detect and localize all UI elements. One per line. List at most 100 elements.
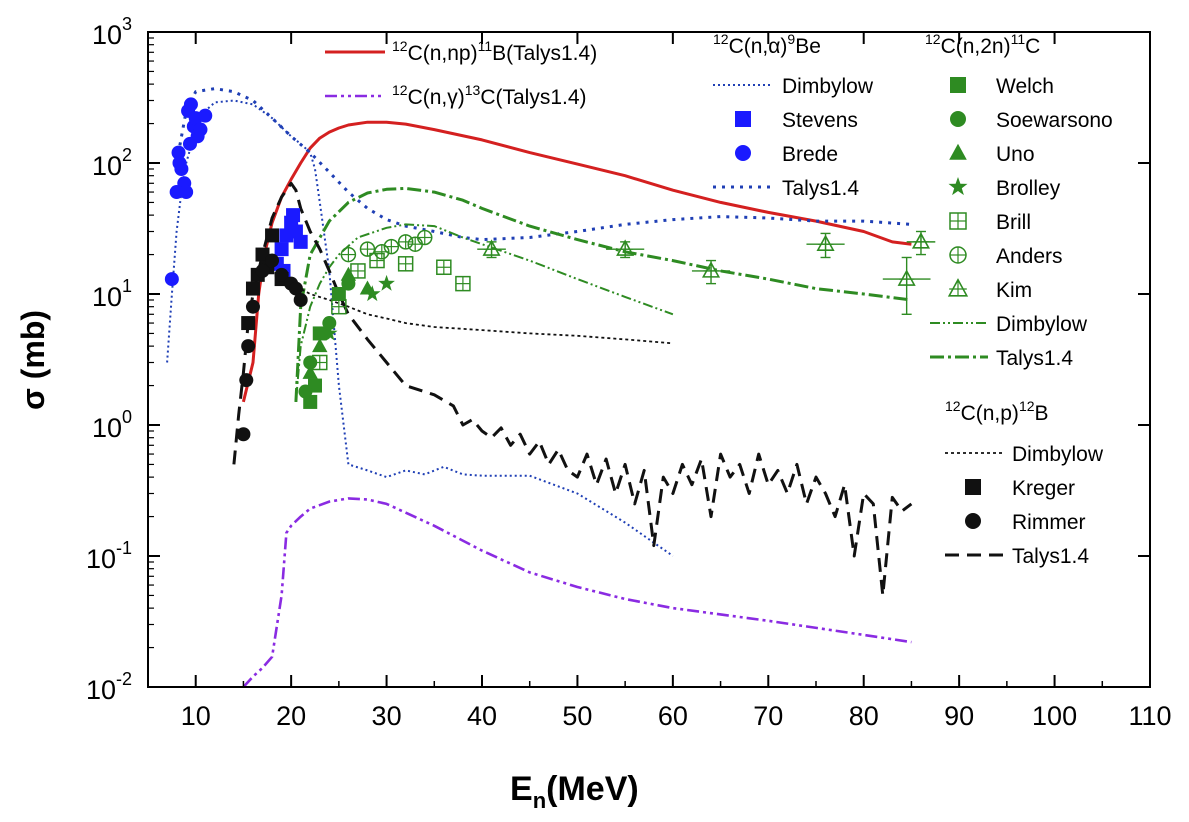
legend-label: Talys1.4 (782, 177, 859, 200)
series-points-rimmer (236, 253, 308, 442)
legend-label: Stevens (782, 109, 858, 132)
data-point-soewarsono (298, 384, 313, 399)
data-point-rimmer (274, 267, 289, 282)
data-point-brede (183, 97, 198, 112)
data-point-rimmer (245, 299, 260, 314)
x-tick-label: 20 (276, 701, 306, 731)
x-axis-title: En(MeV) (510, 770, 639, 813)
x-tick-label: 60 (658, 701, 688, 731)
series-line-alpha-dimbylow (166, 99, 674, 557)
series-line-p-dimbylow (290, 282, 673, 345)
legend-label: Soewarsono (996, 109, 1113, 132)
y-tick-label: 103 (92, 14, 132, 50)
data-point-stevens (274, 242, 289, 257)
legend-2n-header: 12C(n,2n)11C (925, 31, 1040, 58)
legend-label: Brolley (996, 177, 1061, 200)
y-axis-title: σ (mb) (15, 310, 51, 410)
x-tick-label: 100 (1032, 701, 1077, 731)
legend-label: Kreger (1012, 477, 1075, 500)
data-point-brede (198, 108, 213, 123)
legend-marker (965, 513, 981, 529)
legend-marker (735, 145, 751, 161)
y-tick-label: 100 (92, 407, 132, 443)
legend-gamma-label: 12C(n,γ)13C(Talys1.4) (392, 82, 587, 109)
x-tick-label: 50 (562, 701, 592, 731)
plot-frame (147, 31, 1151, 688)
series-layer (166, 87, 913, 688)
legend-label: Rimmer (1012, 511, 1086, 534)
data-point-rimmer (293, 292, 308, 307)
data-point-brede (171, 145, 186, 160)
data-point-uno (340, 266, 357, 281)
legend-label: Dimbylow (996, 313, 1088, 336)
series-points-brolley (321, 274, 395, 341)
data-point-soewarsono (322, 316, 337, 331)
legend-marker (965, 479, 981, 495)
series-line-p-talys1-4 (232, 181, 913, 597)
x-tick-label: 70 (753, 701, 783, 731)
legend-label: Dimbylow (782, 75, 874, 98)
y-tick-label: 10-2 (86, 669, 132, 705)
x-tick-label: 80 (849, 701, 879, 731)
data-point-rimmer (241, 339, 256, 354)
data-point-rimmer (288, 281, 303, 296)
data-point-brolley (378, 274, 395, 291)
data-point-stevens (286, 208, 301, 223)
series-points-brede (164, 97, 213, 287)
series-line-2n-dimbylow (294, 223, 674, 402)
data-point-rimmer (255, 263, 270, 278)
series-points-brill (312, 252, 471, 371)
x-tick-label: 110 (1128, 701, 1171, 731)
data-point-soewarsono (303, 355, 318, 370)
legend-label: Brede (782, 143, 838, 166)
markers-layer (164, 97, 936, 442)
legend-label: Talys1.4 (1012, 545, 1089, 568)
legend-label: Welch (996, 75, 1054, 98)
data-point-brede (193, 122, 208, 137)
data-point-kreger (245, 281, 260, 296)
series-line-gamma-talys1-4 (242, 497, 912, 688)
data-point-uno (312, 338, 328, 353)
data-point-rimmer (236, 427, 251, 442)
series-points-kim (477, 230, 936, 315)
data-point-stevens (293, 234, 308, 249)
x-tick-label: 40 (467, 701, 497, 731)
data-point-rimmer (265, 253, 280, 268)
x-tick-label: 90 (944, 701, 974, 731)
data-point-brede (182, 136, 197, 151)
legend-label: Brill (996, 211, 1031, 234)
legend-np-label: 12C(n,np)11B(Talys1.4) (392, 38, 597, 65)
legend-marker (949, 143, 967, 160)
data-point-rimmer (239, 373, 254, 388)
data-point-uno (302, 364, 318, 379)
legend-label: Talys1.4 (996, 347, 1073, 370)
legend-alpha-header: 12C(n,α)9Be (713, 31, 821, 58)
legend-label: Dimbylow (1012, 443, 1104, 466)
legend: 12C(n,np)11B(Talys1.4) 12C(n,γ)13C(Talys1… (325, 31, 1113, 568)
legend-marker (950, 111, 966, 127)
data-point-brede (179, 185, 194, 200)
data-point-brede (164, 272, 179, 287)
y-tick-label: 10-1 (86, 538, 132, 574)
data-point-welch (331, 287, 346, 301)
data-point-kreger (265, 228, 280, 243)
y-tick-label: 102 (92, 145, 132, 181)
series-points-anders (340, 229, 433, 263)
series-line-np-talys1-4 (241, 120, 912, 403)
data-point-brede (172, 156, 187, 170)
x-tick-label: 10 (181, 701, 211, 731)
legend-marker (735, 111, 751, 127)
legend-marker (950, 77, 966, 93)
data-point-brolley (363, 285, 381, 302)
x-tick-label: 30 (372, 701, 402, 731)
axes-layer: 10 20 30 40 50 60 70 80 90 100 110 10-2 10-1 100 101 10… (86, 14, 1172, 731)
legend-label: Kim (996, 279, 1032, 302)
y-tick-label: 101 (92, 276, 132, 312)
series-points-stevens (269, 208, 308, 278)
legend-label: Anders (996, 245, 1063, 268)
data-point-kreger (241, 316, 256, 331)
legend-p-header: 12C(n,p)12B (945, 398, 1049, 425)
legend-marker (948, 177, 968, 196)
legend-label: Uno (996, 143, 1035, 166)
